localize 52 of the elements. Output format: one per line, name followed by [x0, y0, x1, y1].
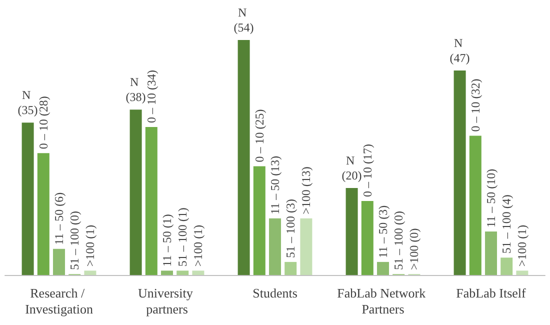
data-label: 0 – 10 (32)	[468, 78, 482, 132]
data-label: 11 – 50 (1)	[160, 214, 174, 267]
bar	[84, 270, 96, 275]
bar	[238, 40, 250, 275]
data-label: N (35)	[18, 88, 38, 118]
data-label: 51 – 100 (3)	[284, 198, 298, 258]
bar	[269, 218, 281, 275]
bar	[469, 136, 482, 275]
data-label: 11 – 50 (6)	[52, 192, 66, 245]
data-label: >100 (1)	[191, 224, 206, 267]
bar	[485, 231, 497, 275]
data-label: N (38)	[126, 75, 146, 104]
data-label: >100 (0)	[407, 228, 422, 270]
data-label: 51 – 100 (1)	[176, 208, 190, 267]
data-label: N (54)	[234, 6, 254, 34]
data-label: >100 (13)	[299, 166, 314, 214]
bar	[516, 270, 528, 275]
bar	[130, 110, 142, 275]
bar	[500, 258, 513, 275]
data-label: 0 – 10 (34)	[144, 70, 158, 124]
bar	[300, 218, 312, 275]
bar	[253, 166, 266, 275]
data-label: 51 – 100 (4)	[500, 194, 514, 254]
bar	[145, 127, 158, 275]
data-label: >100 (1)	[515, 224, 530, 267]
bar	[37, 153, 50, 275]
data-label: 11 – 50 (3)	[376, 205, 390, 258]
data-label: 51 – 100 (0)	[68, 211, 82, 270]
bar	[176, 270, 189, 275]
data-label: 0 – 10 (25)	[252, 109, 266, 162]
data-label: >100 (1)	[83, 224, 98, 267]
bar	[361, 201, 374, 275]
bar	[454, 70, 466, 275]
x-tick-label: FabLab Itself	[456, 286, 527, 300]
data-label: N (47)	[450, 36, 470, 65]
data-label: 0 – 10 (28)	[36, 96, 50, 150]
data-label: 11 – 50 (13)	[268, 156, 282, 214]
bar	[192, 270, 204, 275]
bar	[161, 270, 173, 275]
bar	[53, 248, 65, 275]
data-label: N (20)	[342, 153, 362, 182]
bar	[377, 262, 389, 275]
bar	[346, 188, 358, 275]
bar	[22, 122, 34, 275]
x-tick-label: FabLab Network Partners	[337, 286, 429, 316]
x-tick-label: University partners	[138, 286, 196, 316]
x-tick-label: Students	[252, 286, 298, 300]
data-label: 0 – 10 (17)	[360, 144, 374, 198]
data-label: 11 – 50 (10)	[484, 168, 498, 228]
x-tick-label: Research / Investigation	[25, 286, 94, 316]
data-label: 51 – 100 (0)	[392, 211, 406, 270]
bar	[284, 262, 297, 275]
